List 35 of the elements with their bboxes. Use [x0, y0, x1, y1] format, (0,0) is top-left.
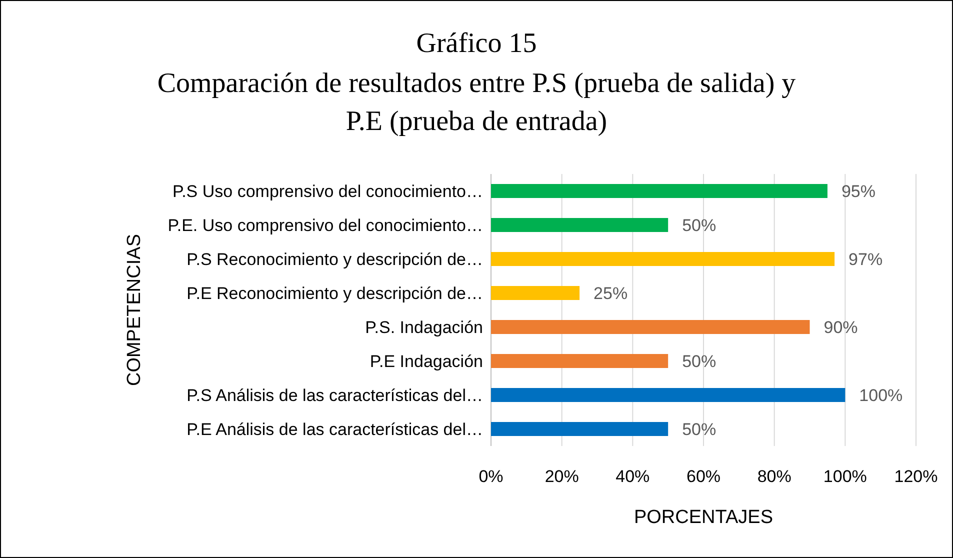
- bar: [491, 218, 668, 232]
- data-label: 50%: [682, 352, 716, 371]
- bar: [491, 422, 668, 436]
- x-tick-label: 120%: [894, 467, 938, 486]
- x-axis-title: PORCENTAJES: [634, 507, 774, 528]
- data-label: 95%: [841, 182, 876, 201]
- y-tick-label: P.E Reconocimiento y descripción de…: [186, 284, 483, 303]
- chart-subtitle: Comparación de resultados entre P.S (prueba de salida) y P.E (prueba de entrada): [157, 68, 796, 137]
- chart-title: Gráfico 15: [416, 28, 537, 59]
- y-tick-label: P.S Uso comprensivo del conocimiento…: [172, 182, 483, 201]
- x-tick-label: 80%: [757, 467, 792, 486]
- data-label: 50%: [682, 216, 716, 235]
- x-tick-label: 40%: [616, 467, 650, 486]
- bar: [491, 354, 668, 368]
- data-label: 90%: [824, 318, 858, 337]
- x-tick-label: 100%: [823, 467, 867, 486]
- y-tick-label: P.S Reconocimiento y descripción de…: [186, 250, 483, 269]
- x-tick-label: 20%: [544, 467, 579, 486]
- data-label: 25%: [594, 284, 628, 303]
- y-tick-label: P.E. Uso comprensivo del conocimiento…: [168, 216, 483, 235]
- y-tick-label: P.E Análisis de las características del…: [186, 420, 483, 439]
- y-tick-label: P.S Análisis de las características del…: [186, 386, 483, 405]
- data-label: 100%: [859, 386, 903, 405]
- y-tick-label: P.S. Indagación: [365, 318, 483, 337]
- bar: [491, 252, 835, 266]
- y-axis-title: COMPETENCIAS: [124, 234, 145, 386]
- data-label: 50%: [682, 420, 716, 439]
- data-label: 97%: [848, 250, 883, 269]
- bar: [491, 388, 846, 402]
- bar: [491, 286, 580, 300]
- bar: [491, 184, 828, 198]
- x-tick-label: 0%: [478, 467, 504, 486]
- bar: [491, 320, 810, 334]
- y-tick-label: P.E Indagación: [370, 352, 483, 371]
- x-tick-label: 60%: [686, 467, 721, 486]
